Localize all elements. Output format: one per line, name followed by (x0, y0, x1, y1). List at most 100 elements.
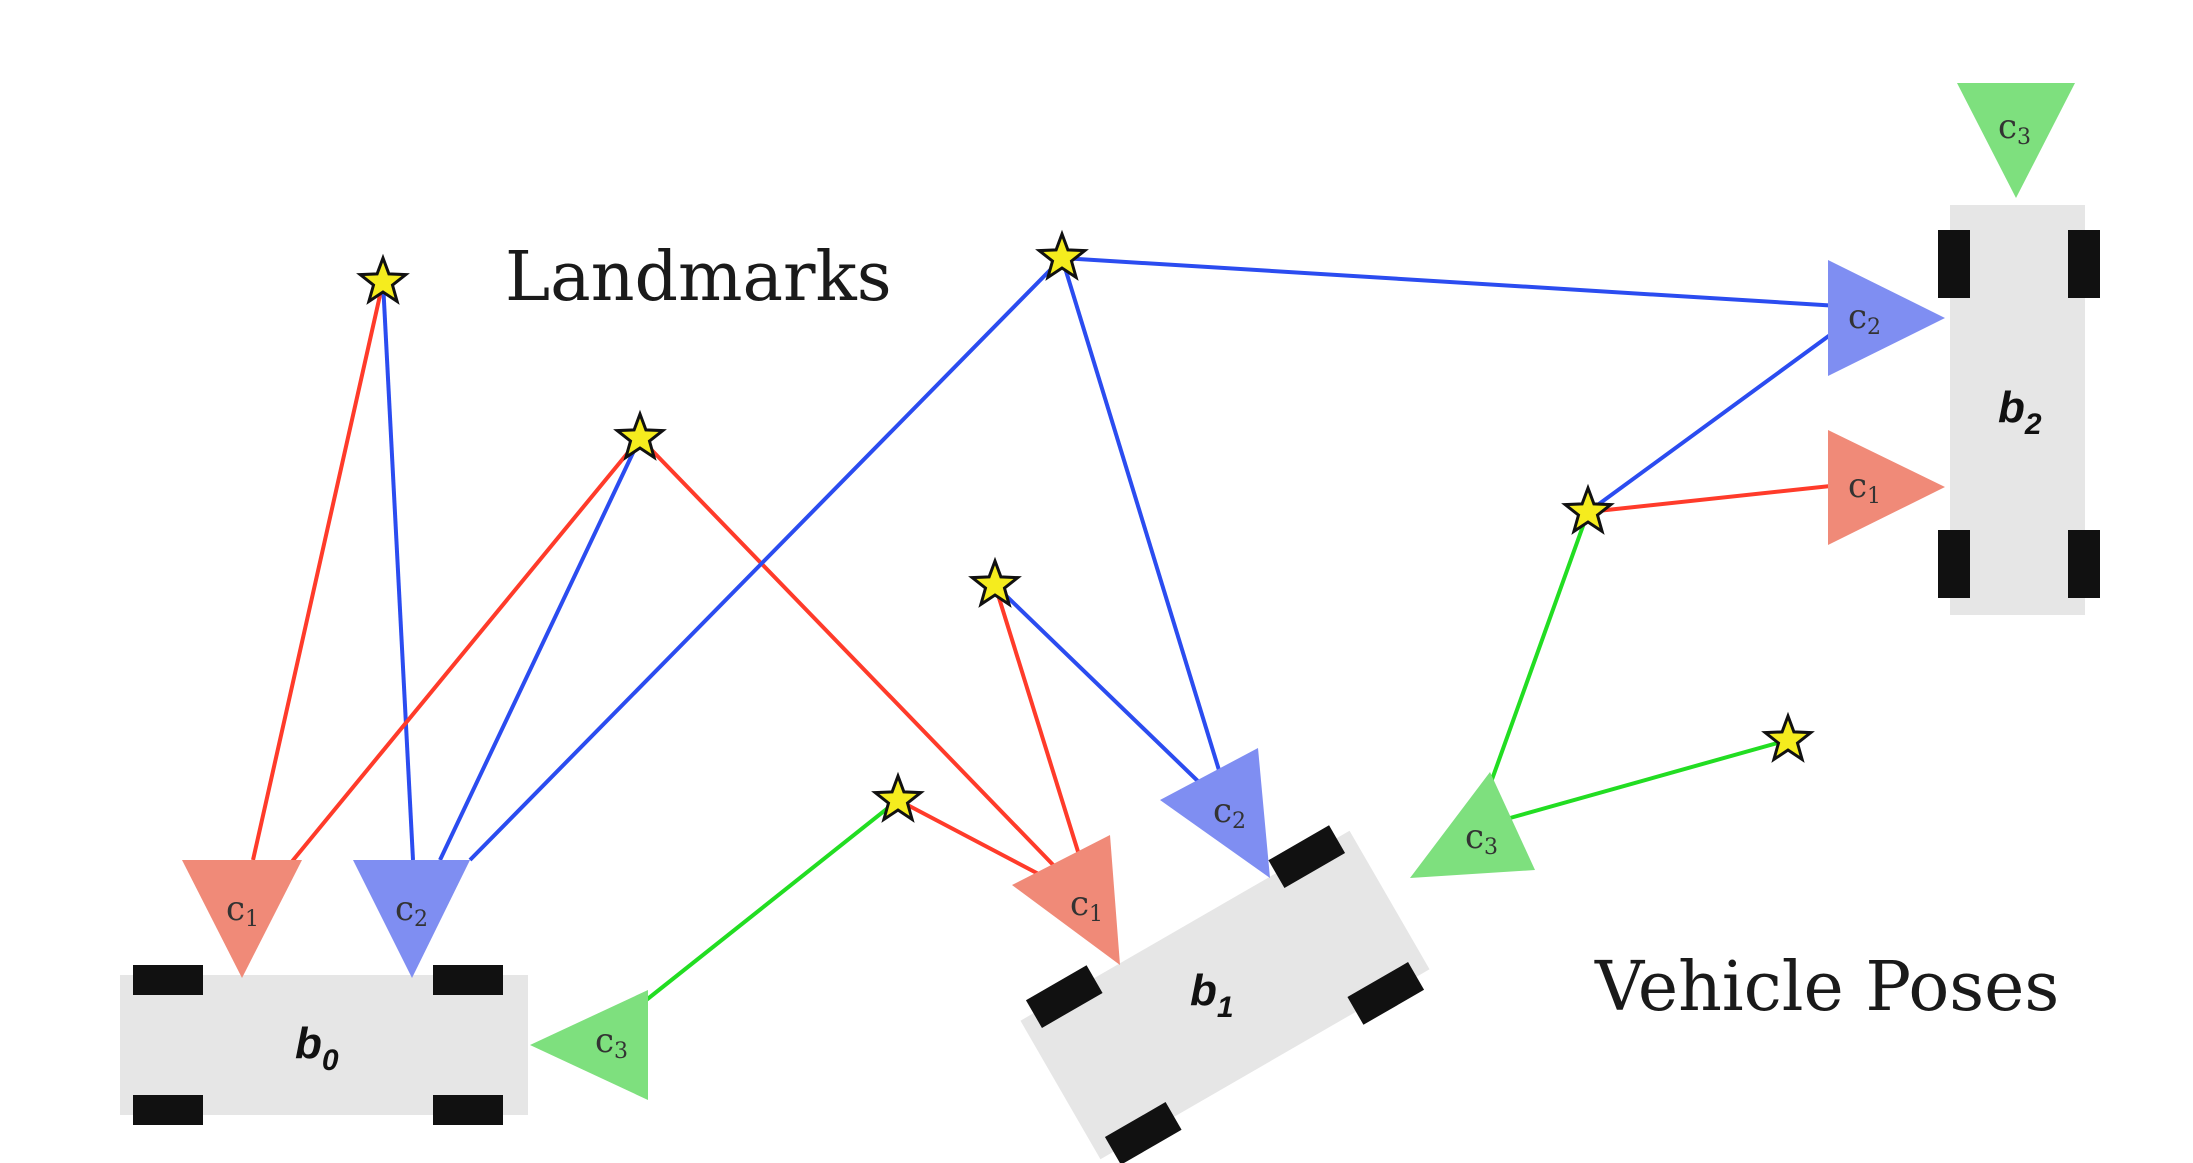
camera-label-sub: 1 (1867, 484, 1881, 509)
landmarks-heading: Landmarks (505, 238, 892, 317)
camera-label-sub: 2 (1232, 809, 1246, 834)
star-icon-landmark-L4 (968, 556, 1022, 608)
camera-label: c2 (395, 889, 428, 932)
observation-line-L3-b0-c2 (468, 256, 1064, 862)
camera-label: c3 (1998, 107, 2031, 150)
vehicle-body (1020, 830, 1430, 1160)
wheel (1268, 825, 1346, 888)
wheel (133, 1095, 203, 1125)
camera-label-sub: 1 (245, 907, 259, 932)
camera-label: c2 (1213, 791, 1246, 834)
camera-b2-c1: c1 (1828, 430, 1945, 545)
camera-label-sub: 2 (1867, 315, 1881, 340)
camera-label: c3 (1465, 817, 1498, 860)
triangle-icon (1828, 430, 1945, 545)
camera-label-base: c (226, 889, 245, 929)
vehicle-b0: b0 (120, 965, 528, 1125)
camera-label-base: c (395, 889, 414, 929)
pose-label-base: b (295, 1019, 322, 1068)
pose-label-base: b (1190, 966, 1217, 1015)
star-icon-landmark-L1 (356, 253, 410, 305)
vehicle-b2: b2 (1938, 205, 2100, 615)
triangle-icon (1160, 748, 1270, 878)
star-icon-landmark-L6 (1561, 483, 1615, 535)
camera-label-base: c (1070, 884, 1089, 924)
camera-label: c1 (1070, 884, 1103, 927)
triangle-icon (1828, 260, 1945, 376)
camera-label-sub: 3 (2017, 125, 2031, 150)
pose-label-sub: 0 (322, 1044, 339, 1077)
vehicle-body (120, 975, 528, 1115)
camera-b1-c1: c1 (1012, 835, 1120, 965)
vehicle-b1 (1020, 825, 1430, 1163)
camera-b0-c1: c1 (182, 860, 302, 978)
star-icon-landmark-L5 (871, 771, 925, 823)
wheel (1938, 230, 1970, 298)
camera-label-sub: 3 (614, 1039, 628, 1064)
camera-b2-c2: c2 (1828, 260, 1945, 376)
pose-label-sub: 2 (2024, 408, 2042, 441)
wheel (1025, 965, 1103, 1028)
wheel (1347, 962, 1425, 1025)
observation-lines (251, 256, 1856, 1007)
triangle-icon (353, 860, 470, 978)
triangle-icon (1012, 835, 1120, 965)
observation-line-L6-b2-c1 (1587, 483, 1841, 514)
observation-line-L4-b1-c2 (993, 583, 1207, 790)
observation-line-L1-b0-c2 (381, 281, 415, 861)
cameras: c1 c2 c3 c1 c2 c3 c1 c2 (182, 83, 2075, 1100)
observation-line-L3-b2-c2 (1061, 256, 1856, 309)
wheel (433, 965, 503, 995)
triangle-icon (1957, 83, 2075, 198)
observation-line-L6-b2-c2 (1586, 333, 1832, 514)
camera-b2-c3: c3 (1957, 83, 2075, 198)
observation-line-L1-b0-c1 (251, 281, 385, 861)
triangle-icon (1410, 772, 1535, 878)
camera-label-sub: 3 (1484, 835, 1498, 860)
camera-b0-c2: c2 (353, 860, 470, 978)
camera-b0-c3: c3 (530, 990, 648, 1100)
wheel (1104, 1102, 1182, 1163)
camera-label-sub: 1 (1089, 902, 1103, 927)
triangle-icon (530, 990, 648, 1100)
observation-line-L2-b0-c2 (438, 437, 642, 861)
star-icon-landmark-L2 (613, 409, 667, 461)
camera-label-base: c (595, 1021, 614, 1061)
camera-label: c3 (595, 1021, 628, 1064)
camera-label-base: c (1465, 817, 1484, 857)
camera-label-base: c (1213, 791, 1232, 831)
observation-line-L2-b0-c1 (283, 436, 642, 872)
vehicle-poses-heading: Vehicle Poses (1594, 948, 2059, 1027)
camera-b1-c2: c2 (1160, 748, 1270, 878)
observation-line-L5-b0-c3 (638, 798, 900, 1007)
camera-label: c1 (226, 889, 259, 932)
camera-label-base: c (1848, 466, 1867, 506)
star-icon-landmark-L3 (1035, 229, 1089, 281)
observation-line-L3-b1-c2 (1060, 257, 1224, 781)
camera-label-base: c (1848, 297, 1867, 337)
wheel (2068, 530, 2100, 598)
wheel (1938, 530, 1970, 598)
pose-label-b1: b1 (1190, 966, 1234, 1024)
pose-label-base: b (1998, 383, 2025, 432)
camera-label: c1 (1848, 466, 1881, 509)
triangle-icon (182, 860, 302, 978)
observation-line-L5-b1-c1 (897, 798, 1051, 882)
vehicle-body (1950, 205, 2085, 615)
wheel (133, 965, 203, 995)
landmarks (356, 229, 1815, 823)
pose-label-b2: b2 (1998, 383, 2042, 441)
pose-label-sub: 1 (1217, 991, 1234, 1024)
observation-line-L2-b1-c1 (638, 436, 1062, 874)
camera-label: c2 (1848, 297, 1881, 340)
camera-b1-c3: c3 (1410, 772, 1535, 878)
wheel (433, 1095, 503, 1125)
pose-label-b0: b0 (295, 1019, 339, 1077)
camera-label-sub: 2 (414, 907, 428, 932)
observation-line-L6-b1-c3 (1488, 511, 1590, 786)
observation-line-L7-b1-c3 (1509, 738, 1789, 820)
camera-label-base: c (1998, 107, 2017, 147)
star-icon-landmark-L7 (1761, 711, 1815, 763)
wheel (2068, 230, 2100, 298)
